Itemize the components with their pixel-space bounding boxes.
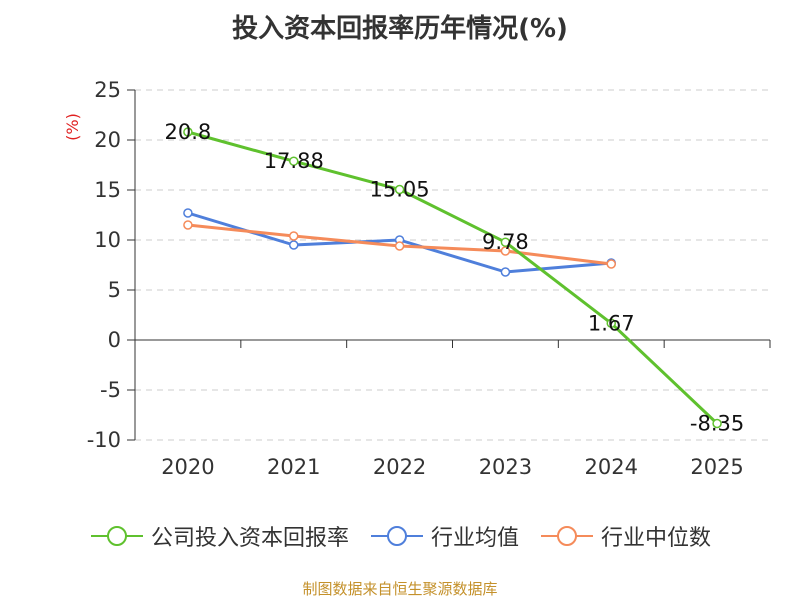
x-tick-label: 2025 [690,455,743,479]
legend-item-company-roic[interactable]: 公司投入资本回报率 [89,520,349,552]
legend: 公司投入资本回报率 行业均值 行业中位数 [0,520,800,552]
legend-label-industry-median: 行业中位数 [601,526,712,551]
data-point [183,220,193,230]
x-tick-label: 2020 [161,455,214,479]
legend-item-industry-median[interactable]: 行业中位数 [539,520,711,552]
series-line-0 [187,130,719,425]
y-tick-label: 25 [94,78,121,102]
data-point [289,156,299,166]
data-point [289,240,299,250]
y-tick-label: -5 [100,378,121,402]
x-tick-label: 2024 [585,455,638,479]
legend-label-company-roic: 公司投入资本回报率 [150,526,349,551]
data-label: 20.8 [165,120,212,144]
data-point [183,127,193,137]
legend-green-circle-icon [90,526,143,546]
data-point [500,267,511,277]
data-label: 17.88 [264,149,324,173]
legend-blue-circle-icon [370,526,423,546]
data-point [712,418,722,429]
data-point [289,231,299,241]
data-label: -8.35 [690,412,744,436]
x-tick-label: 2022 [373,455,426,479]
y-tick-label: 5 [108,278,121,302]
data-point [500,246,511,256]
data-label: 15.05 [370,178,430,202]
source-footer: 制图数据来自恒生聚源数据库 [302,580,498,598]
y-tick-label: 20 [94,128,121,152]
y-tick-label: 10 [94,228,121,252]
data-point [183,208,193,218]
data-point [606,318,616,329]
data-label: 1.67 [588,311,635,335]
data-label: 9.78 [482,230,529,254]
y-tick-label: 0 [108,328,121,352]
y-tick-label: 15 [94,178,121,202]
x-tick-label: 2021 [267,455,320,479]
y-tick-label: -10 [87,428,121,452]
data-point [500,237,511,247]
y-axis-unit-label: (%) [63,113,82,141]
chart-title: 投入资本回报率历年情况(%) [232,14,568,44]
data-point [606,259,616,269]
legend-orange-circle-icon [541,526,593,546]
data-point [394,184,405,195]
x-tick-label: 2023 [479,455,532,479]
legend-label-industry-mean: 行业均值 [430,526,519,551]
legend-item-industry-mean[interactable]: 行业均值 [369,520,519,552]
data-point [394,241,405,251]
